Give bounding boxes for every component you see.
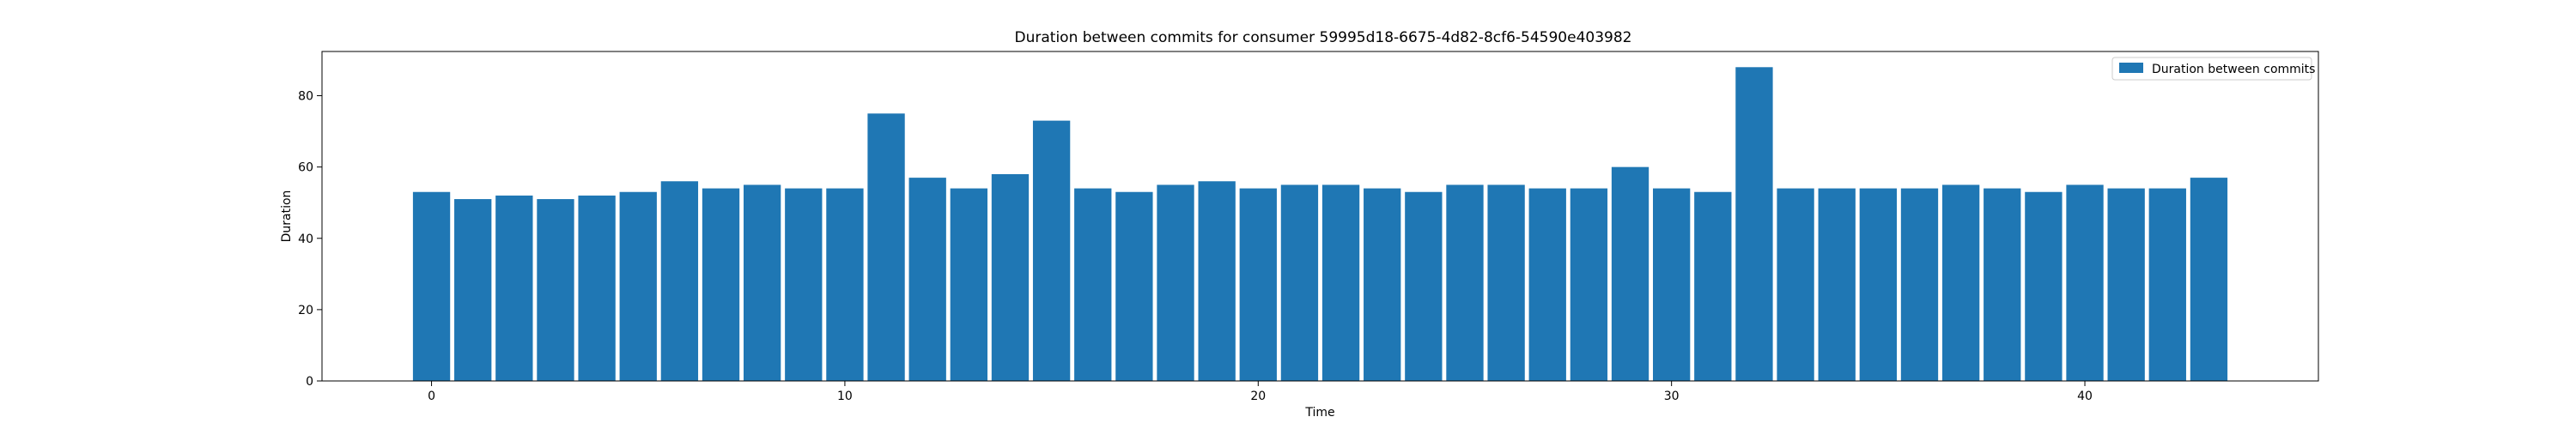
- x-tick-label-40: 40: [2077, 390, 2093, 403]
- bar-37: [1941, 184, 1980, 381]
- bar-16: [1074, 188, 1112, 381]
- bar-27: [1528, 188, 1566, 381]
- bar-14: [991, 173, 1030, 381]
- bar-22: [1321, 184, 1360, 381]
- x-tick-label-10: 10: [837, 390, 853, 403]
- bar-26: [1487, 184, 1525, 381]
- bar-1: [454, 199, 492, 381]
- bar-11: [867, 113, 905, 381]
- y-tick-label-0: 0: [306, 375, 313, 389]
- bar-28: [1570, 188, 1608, 381]
- legend: Duration between commits: [2111, 57, 2315, 81]
- bar-40: [2066, 184, 2104, 381]
- bar-30: [1653, 188, 1691, 381]
- bar-41: [2107, 188, 2145, 381]
- bar-33: [1777, 188, 1814, 381]
- bar-5: [619, 191, 657, 381]
- bar-42: [2148, 188, 2186, 381]
- legend-box: [2111, 57, 2312, 81]
- y-tick-label-80: 80: [298, 90, 313, 104]
- y-tick-label-40: 40: [298, 233, 313, 246]
- bar-2: [495, 195, 533, 381]
- legend-entry-label: Duration between commits: [2152, 63, 2315, 76]
- bar-9: [785, 188, 823, 381]
- y-tick-label-60: 60: [298, 161, 313, 175]
- bar-31: [1694, 191, 1732, 381]
- bar-15: [1032, 120, 1071, 381]
- x-axis-ticks: 0 10 20 30 40: [428, 381, 2093, 403]
- bar-32: [1735, 67, 1773, 381]
- bar-19: [1198, 181, 1236, 381]
- bar-35: [1859, 188, 1897, 381]
- bar-0: [412, 191, 451, 381]
- bar-18: [1157, 184, 1194, 381]
- bar-7: [702, 188, 740, 381]
- bars-layer: [412, 67, 2228, 381]
- bar-6: [660, 181, 699, 381]
- legend-swatch: [2119, 63, 2143, 73]
- plot-area-frame: [321, 51, 2319, 382]
- bar-34: [1818, 188, 1856, 381]
- y-axis-label: Duration: [280, 190, 294, 243]
- x-tick-label-30: 30: [1664, 390, 1680, 403]
- x-tick-label-20: 20: [1250, 390, 1266, 403]
- bar-24: [1405, 191, 1443, 381]
- bar-23: [1364, 188, 1401, 381]
- bar-10: [826, 188, 864, 381]
- x-axis-label: Time: [1304, 406, 1334, 420]
- bar-39: [2025, 191, 2063, 381]
- bar-8: [743, 184, 781, 381]
- chart-title: Duration between commits for consumer 59…: [1015, 29, 1632, 46]
- bar-38: [1984, 188, 2021, 381]
- bar-4: [578, 195, 616, 381]
- y-axis-ticks: 0 20 40 60 80: [298, 90, 322, 389]
- bar-13: [950, 188, 987, 381]
- y-tick-label-20: 20: [298, 304, 313, 317]
- bar-29: [1611, 166, 1649, 381]
- bar-43: [2190, 178, 2228, 381]
- bar-17: [1115, 191, 1153, 381]
- bar-25: [1446, 184, 1484, 381]
- bar-21: [1280, 184, 1319, 381]
- bar-20: [1239, 188, 1277, 381]
- bar-3: [537, 199, 574, 381]
- x-tick-label-0: 0: [428, 390, 435, 403]
- bar-12: [908, 178, 946, 381]
- bar-36: [1900, 188, 1939, 381]
